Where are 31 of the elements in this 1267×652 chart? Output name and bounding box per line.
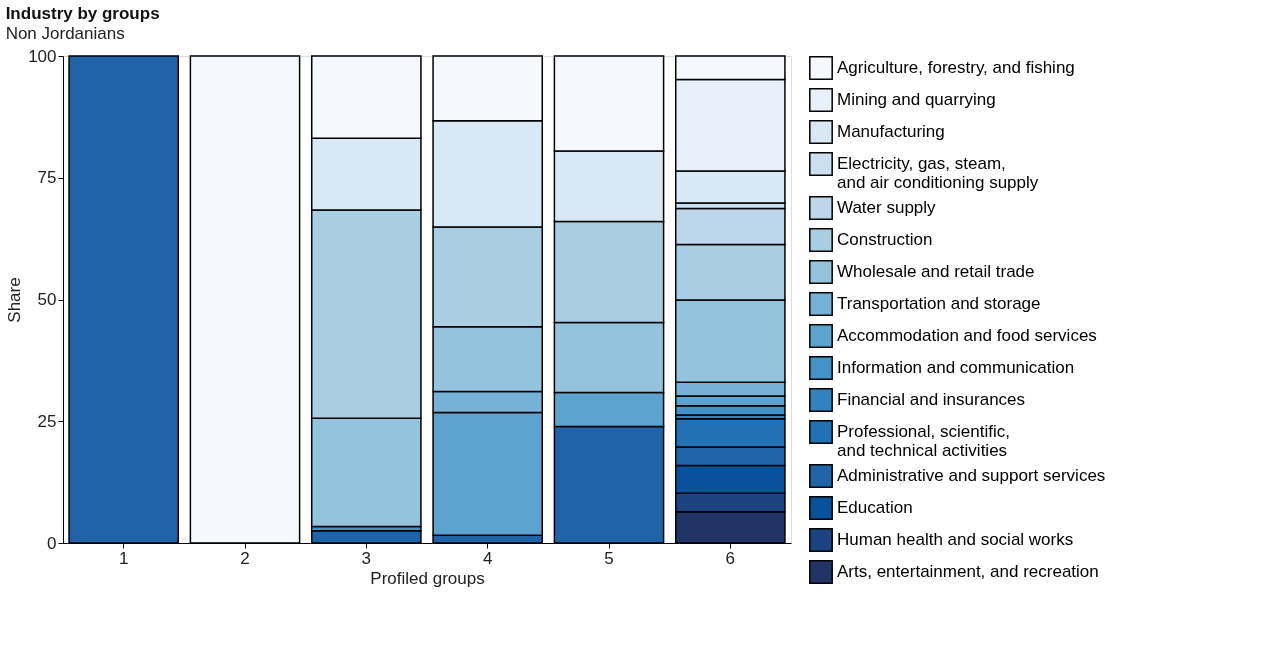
legend-label: Water supply: [837, 198, 937, 217]
x-tick-label: 1: [118, 548, 129, 568]
legend-label: Agriculture, forestry, and fishing: [837, 58, 1075, 77]
x-tick-label: 6: [725, 548, 736, 568]
x-axis-title: Profiled groups: [370, 568, 485, 588]
legend-label: Administrative and support services: [837, 466, 1106, 485]
legend-label: Accommodation and food services: [837, 326, 1097, 345]
legend-label: Professional, scientific, and technical activities: [837, 422, 1010, 460]
legend-label: Arts, entertainment, and recreation: [837, 562, 1099, 581]
y-axis-title: Share: [5, 277, 25, 323]
chart-subtitle: Non Jordanians: [5, 24, 125, 43]
legend-label: Mining and quarrying: [837, 90, 996, 109]
x-tick-label: 4: [482, 548, 493, 568]
legend-label: Manufacturing: [837, 122, 945, 141]
chart-title: Industry by groups: [5, 4, 160, 23]
legend-label: Human health and social works: [837, 530, 1074, 549]
legend-label: Construction: [837, 230, 933, 249]
legend-label: Education: [837, 498, 913, 517]
legend-label: Electricity, gas, steam, and air conditioning supply: [837, 154, 1039, 192]
x-tick-label: 3: [361, 548, 372, 568]
legend-label: Financial and insurances: [837, 390, 1026, 409]
legend-label: Transportation and storage: [837, 294, 1041, 313]
legend-label: Wholesale and retail trade: [837, 262, 1035, 281]
y-tick-label: 75: [37, 168, 57, 188]
y-tick-label: 100: [28, 46, 57, 66]
x-tick-label: 5: [604, 548, 614, 568]
y-tick-label: 25: [37, 411, 57, 431]
legend-label: Information and communication: [837, 358, 1075, 377]
x-tick-label: 2: [240, 548, 250, 568]
y-tick-label: 50: [37, 290, 57, 309]
y-tick-label: 0: [47, 533, 57, 553]
